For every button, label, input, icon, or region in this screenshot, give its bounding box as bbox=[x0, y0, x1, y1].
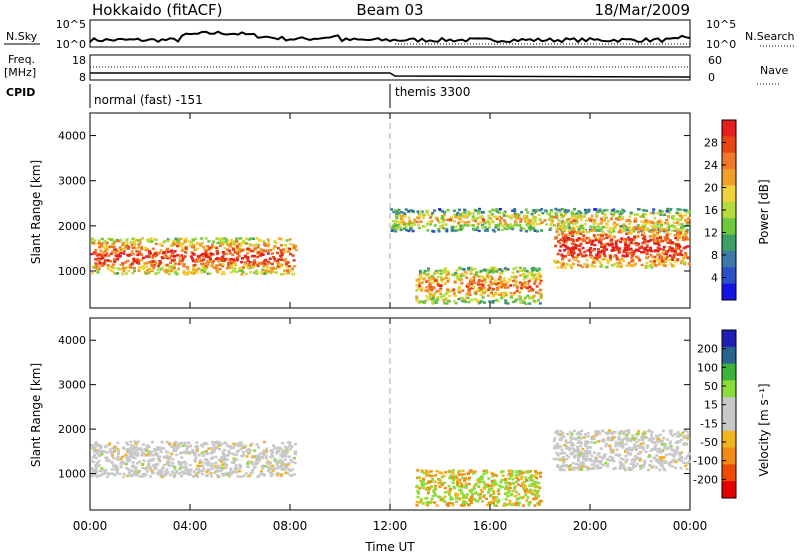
power-cb-tick-4: 16 bbox=[704, 204, 718, 217]
power-cb-swatch-8 bbox=[722, 234, 736, 252]
velocity-panel: 1000 2000 3000 4000 bbox=[58, 317, 691, 511]
time-tick-label-4: 16:00 bbox=[473, 519, 508, 533]
velocity-cb-tick-3: -50 bbox=[700, 436, 718, 449]
time-tick-label-6: 00:00 bbox=[673, 519, 708, 533]
range-tick-label-2000: 2000 bbox=[58, 423, 86, 436]
velocity-cb-tick-5: 15 bbox=[704, 399, 718, 412]
power-cb-swatch-9 bbox=[722, 250, 736, 268]
velocity-cb-tick-4: -15 bbox=[700, 417, 718, 430]
echo-region-3 bbox=[415, 469, 543, 508]
velocity-ylabel: Slant Range [km] bbox=[29, 363, 43, 467]
beam-title: Beam 03 bbox=[356, 1, 423, 19]
velocity-cb-swatch-7 bbox=[722, 430, 736, 449]
range-tick-label-3000: 3000 bbox=[58, 379, 86, 392]
date-title: 18/Mar/2009 bbox=[594, 1, 690, 19]
power-cb-swatch-10 bbox=[722, 267, 736, 285]
power-cb-tick-5: 20 bbox=[704, 182, 718, 195]
time-axis-label: Time UT bbox=[364, 540, 415, 554]
freq-label-line1: Freq. bbox=[8, 53, 35, 66]
velocity-cb-swatch-9 bbox=[722, 464, 736, 482]
freq-label-line2: [MHz] bbox=[4, 66, 36, 79]
freq-tick-bottom: 8 bbox=[79, 71, 86, 84]
range-tick-label-4000: 4000 bbox=[58, 130, 86, 143]
echo-region-1 bbox=[90, 440, 298, 479]
velocity-cb-swatch-2 bbox=[722, 346, 736, 365]
power-panel: 1000 2000 3000 4000 bbox=[58, 112, 691, 309]
velocity-colorbar: -200 -100 -50 -15 15 50 100 200 bbox=[693, 329, 737, 499]
cpid-strip: CPID normal (fast) -151 themis 3300 bbox=[6, 84, 470, 108]
velocity-cb-swatch-8 bbox=[722, 447, 736, 465]
power-cb-swatch-2 bbox=[722, 136, 736, 154]
power-colorbar: 4 8 12 16 20 24 28 bbox=[704, 119, 737, 301]
nave-tick-bottom: 0 bbox=[708, 71, 715, 84]
power-cb-tick-6: 24 bbox=[704, 159, 718, 172]
power-cb-swatch-6 bbox=[722, 201, 736, 219]
echo-region-1 bbox=[90, 237, 298, 276]
time-tick-label-2: 08:00 bbox=[273, 519, 308, 533]
range-tick-label-1000: 1000 bbox=[58, 265, 86, 278]
noise-tick-bottom-right: 10^0 bbox=[706, 38, 736, 51]
noise-tick-top-left: 10^5 bbox=[56, 18, 86, 31]
velocity-cb-tick-7: 100 bbox=[697, 361, 718, 374]
velocity-cb-tick-6: 50 bbox=[704, 380, 718, 393]
velocity-cb-swatch-1 bbox=[722, 330, 736, 348]
velocity-cb-tick-1: -200 bbox=[693, 473, 718, 486]
power-colorbar-label: Power [dB] bbox=[757, 179, 771, 244]
velocity-colorbar-label: Velocity [m s⁻¹] bbox=[757, 383, 771, 476]
velocity-cb-swatch-4 bbox=[722, 380, 736, 398]
range-tick-label-2000: 2000 bbox=[58, 220, 86, 233]
noise-tick-bottom-left: 10^0 bbox=[56, 38, 86, 51]
velocity-cb-swatch-5 bbox=[722, 397, 736, 415]
power-cb-swatch-1 bbox=[722, 120, 736, 137]
power-ylabel: Slant Range [km] bbox=[29, 160, 43, 264]
cpid-segment-1: normal (fast) -151 bbox=[94, 93, 203, 107]
time-tick-label-3: 12:00 bbox=[373, 519, 408, 533]
nave-label: Nave bbox=[760, 64, 788, 77]
echo-region-3 bbox=[553, 225, 691, 269]
power-cb-swatch-3 bbox=[722, 152, 736, 170]
power-cb-swatch-5 bbox=[722, 185, 736, 203]
nsearch-label: N.Search bbox=[745, 30, 795, 43]
nsky-trace bbox=[89, 30, 691, 44]
nsky-label: N.Sky bbox=[6, 30, 38, 43]
time-tick-label-5: 20:00 bbox=[573, 519, 608, 533]
power-cb-swatch-7 bbox=[722, 218, 736, 236]
range-tick-label-4000: 4000 bbox=[58, 334, 86, 347]
nave-tick-top: 60 bbox=[708, 54, 722, 67]
echo-region-2 bbox=[390, 207, 691, 233]
echo-region-2 bbox=[552, 429, 691, 472]
power-cb-tick-2: 8 bbox=[711, 249, 718, 262]
power-cb-tick-1: 4 bbox=[711, 272, 718, 285]
power-cb-swatch-4 bbox=[722, 169, 736, 186]
velocity-cb-swatch-10 bbox=[722, 481, 736, 499]
power-cb-tick-3: 12 bbox=[704, 227, 718, 240]
noise-tick-top-right: 10^5 bbox=[706, 18, 736, 31]
range-tick-label-3000: 3000 bbox=[58, 175, 86, 188]
velocity-cb-tick-2: -100 bbox=[693, 455, 718, 468]
time-tick-label-0: 00:00 bbox=[73, 519, 108, 533]
velocity-cb-swatch-6 bbox=[722, 414, 736, 432]
echo-region-4 bbox=[415, 266, 543, 305]
time-tick-label-1: 04:00 bbox=[173, 519, 208, 533]
cpid-segment-2: themis 3300 bbox=[395, 85, 470, 99]
noise-panel: N.Sky 10^5 10^0 10^5 10^0 N.Search bbox=[4, 18, 796, 51]
station-title: Hokkaido (fitACF) bbox=[92, 1, 223, 19]
range-tick-label-1000: 1000 bbox=[58, 468, 86, 481]
power-cb-tick-7: 28 bbox=[704, 137, 718, 150]
freq-tick-top: 18 bbox=[72, 54, 86, 67]
velocity-cb-tick-8: 200 bbox=[697, 343, 718, 356]
velocity-cb-swatch-3 bbox=[722, 363, 736, 381]
cpid-label: CPID bbox=[6, 86, 35, 99]
freq-panel: Freq. [MHz] 18 8 60 0 Nave bbox=[4, 53, 788, 85]
power-cb-swatch-11 bbox=[722, 283, 736, 301]
